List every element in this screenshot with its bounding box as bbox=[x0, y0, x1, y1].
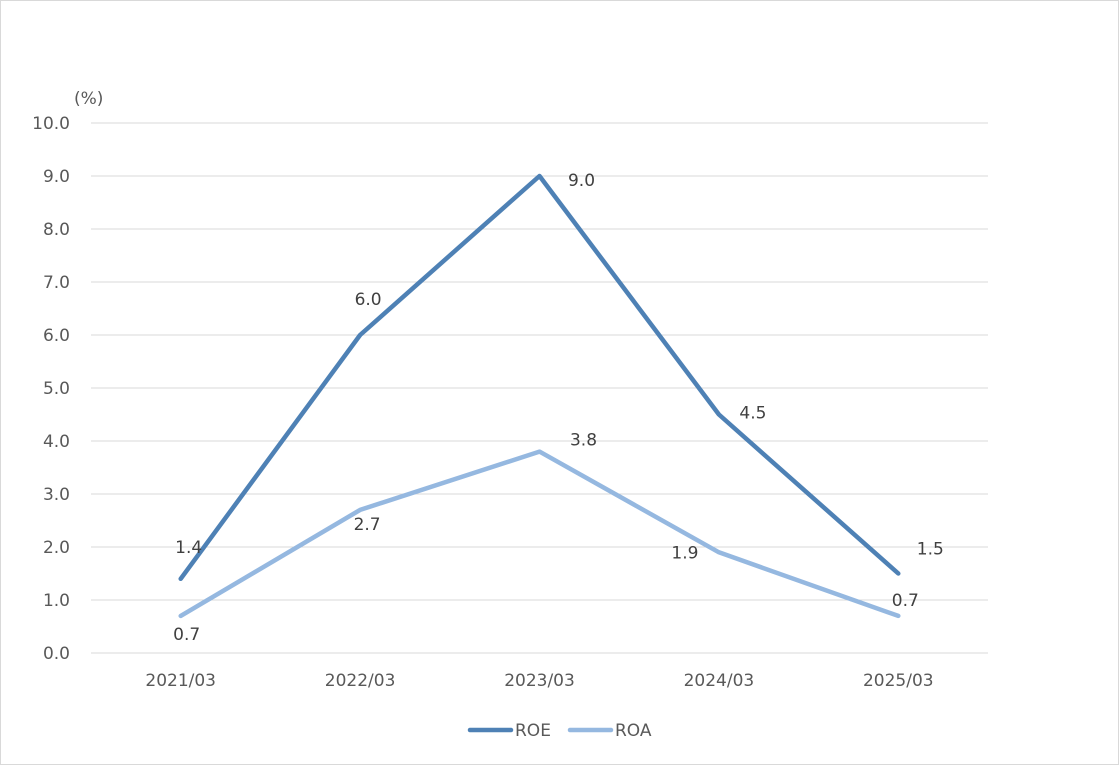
data-label-roa: 2.7 bbox=[354, 515, 381, 535]
series-line-roa bbox=[178, 449, 901, 619]
data-label-roa: 0.7 bbox=[892, 591, 919, 611]
x-tick-label: 2022/03 bbox=[325, 671, 396, 691]
y-tick-label: 6.0 bbox=[43, 326, 70, 346]
x-tick-label: 2024/03 bbox=[684, 671, 755, 691]
y-tick-label: 10.0 bbox=[32, 114, 70, 134]
legend: ROE ROA bbox=[467, 721, 652, 741]
y-tick-label: 3.0 bbox=[43, 485, 70, 505]
series-line-roe bbox=[178, 173, 901, 582]
data-label-roe: 6.0 bbox=[355, 290, 382, 310]
series-lines bbox=[178, 173, 901, 619]
data-label-roe: 1.4 bbox=[175, 538, 202, 558]
y-tick-label: 9.0 bbox=[43, 167, 70, 187]
x-tick-label: 2023/03 bbox=[504, 671, 575, 691]
y-tick-label: 7.0 bbox=[43, 273, 70, 293]
y-tick-label: 1.0 bbox=[43, 591, 70, 611]
data-label-roe: 1.5 bbox=[917, 540, 944, 560]
data-labels: 1.4 6.0 9.0 4.5 1.5 0.7 2.7 3.8 1.9 0.7 bbox=[173, 171, 944, 645]
y-tick-label: 4.0 bbox=[43, 432, 70, 452]
x-tick-label: 2025/03 bbox=[863, 671, 934, 691]
data-label-roa: 0.7 bbox=[173, 625, 200, 645]
data-label-roa: 1.9 bbox=[671, 543, 698, 563]
data-label-roa: 3.8 bbox=[570, 431, 597, 451]
y-tick-label: 0.0 bbox=[43, 644, 70, 664]
x-axis-ticks: 2021/03 2022/03 2023/03 2024/03 2025/03 bbox=[145, 671, 933, 691]
y-unit-label: (%) bbox=[74, 89, 103, 109]
x-tick-label: 2021/03 bbox=[145, 671, 216, 691]
y-tick-label: 2.0 bbox=[43, 538, 70, 558]
y-tick-label: 8.0 bbox=[43, 220, 70, 240]
legend-label-roa: ROA bbox=[615, 721, 652, 741]
y-axis-ticks: 0.0 1.0 2.0 3.0 4.0 5.0 6.0 7.0 8.0 9.0 10.0 bbox=[32, 114, 70, 664]
legend-label-roe: ROE bbox=[515, 721, 551, 741]
gridlines bbox=[91, 122, 988, 654]
y-tick-label: 5.0 bbox=[43, 379, 70, 399]
data-label-roe: 4.5 bbox=[739, 404, 766, 424]
data-label-roe: 9.0 bbox=[568, 171, 595, 191]
